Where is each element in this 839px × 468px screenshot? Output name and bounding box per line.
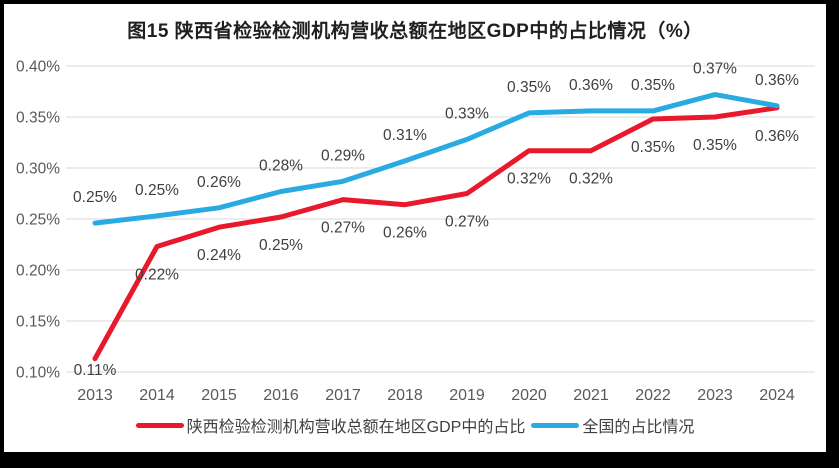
legend-item-national: 全国的占比情况 <box>531 413 694 437</box>
data-label: 0.35% <box>631 77 675 94</box>
data-label: 0.32% <box>569 171 613 188</box>
data-label: 0.11% <box>74 362 117 379</box>
shaanxi-line-swatch-icon <box>135 422 184 428</box>
line-chart-plot: 0.10% 0.15% 0.20% 0.25% 0.30% 0.35% 0.40% 2013 2… <box>16 59 815 404</box>
data-label: 0.27% <box>321 220 365 237</box>
chart-legend: 陕西检验检测机构营收总额在地区GDP中的占比 全国的占比情况 <box>4 413 826 437</box>
x-axis-tick-label: 2014 <box>139 387 175 404</box>
data-label: 0.31% <box>383 127 427 144</box>
data-label: 0.25% <box>259 237 303 254</box>
x-axis-tick-label: 2015 <box>201 387 237 404</box>
legend-label-shaanxi: 陕西检验检测机构营收总额在地区GDP中的占比 <box>186 419 526 436</box>
data-label: 0.24% <box>197 247 241 264</box>
data-label: 0.26% <box>197 174 241 191</box>
data-label: 0.25% <box>135 182 179 199</box>
chart-container: 图15 陕西省检验检测机构营收总额在地区GDP中的占比情况（%） 0.10% 0.… <box>4 4 826 452</box>
x-axis-tick-label: 2021 <box>573 387 609 404</box>
x-axis-tick-label: 2023 <box>697 387 733 404</box>
data-label: 0.36% <box>755 72 799 89</box>
x-axis-tick-label: 2022 <box>635 387 671 404</box>
x-axis-tick-label: 2016 <box>263 387 299 404</box>
data-label: 0.35% <box>507 79 551 96</box>
x-axis-tick-label: 2020 <box>511 387 547 404</box>
y-axis-tick-label: 0.35% <box>16 110 60 127</box>
data-label: 0.27% <box>445 214 489 231</box>
data-label: 0.35% <box>693 137 737 154</box>
x-axis-tick-label: 2017 <box>325 387 361 404</box>
y-axis-tick-label: 0.40% <box>16 59 60 76</box>
y-axis-tick-label: 0.30% <box>16 161 60 178</box>
chart-title: 图15 陕西省检验检测机构营收总额在地区GDP中的占比情况（%） <box>127 21 703 42</box>
data-label: 0.36% <box>755 128 799 145</box>
y-axis-tick-label: 0.25% <box>16 212 60 229</box>
legend-label-national: 全国的占比情况 <box>582 419 695 436</box>
legend-item-shaanxi: 陕西检验检测机构营收总额在地区GDP中的占比 <box>135 413 526 437</box>
data-label: 0.36% <box>569 77 613 94</box>
data-label: 0.32% <box>507 171 551 188</box>
y-axis-tick-label: 0.20% <box>16 263 60 280</box>
data-label: 0.26% <box>383 225 427 242</box>
x-axis-tick-label: 2024 <box>759 387 795 404</box>
x-axis-tick-label: 2019 <box>449 387 485 404</box>
data-label: 0.37% <box>693 61 737 78</box>
data-label: 0.28% <box>259 157 303 174</box>
x-axis-tick-label: 2013 <box>77 387 113 404</box>
y-axis-tick-label: 0.10% <box>16 365 60 382</box>
data-label: 0.29% <box>321 147 365 164</box>
data-label: 0.22% <box>135 267 179 284</box>
national-line-swatch-icon <box>531 422 580 428</box>
data-label: 0.33% <box>445 105 489 122</box>
data-label: 0.25% <box>73 189 117 206</box>
y-axis-tick-label: 0.15% <box>16 314 60 331</box>
series-line-national <box>92 92 780 226</box>
series-line-shaanxi <box>92 105 780 362</box>
x-axis-tick-label: 2018 <box>387 387 423 404</box>
data-label: 0.35% <box>631 139 675 156</box>
